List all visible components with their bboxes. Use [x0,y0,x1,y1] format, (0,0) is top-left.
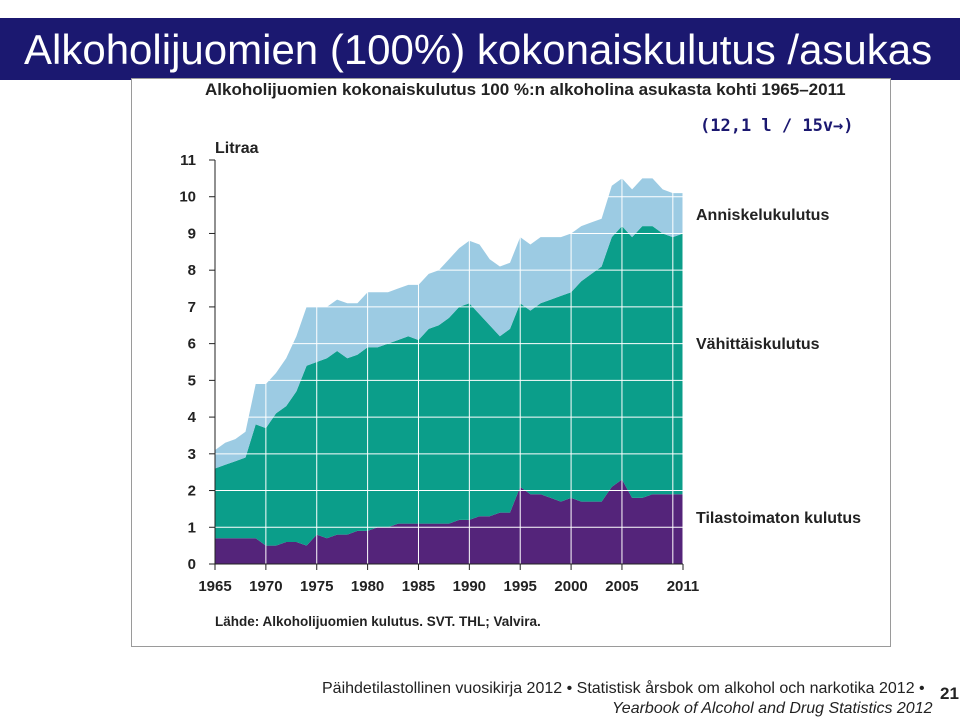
x-tick-label: 2000 [554,578,587,595]
slide-title-bar: Alkoholijuomien (100%) kokonaiskulutus /… [0,18,960,80]
x-tick-label: 1980 [351,578,384,595]
y-tick-label: 4 [188,409,197,426]
slide-title: Alkoholijuomien (100%) kokonaiskulutus /… [24,26,933,73]
y-tick-label: 11 [180,152,196,169]
x-tick-label: 1970 [249,578,282,595]
series-label-tilastoimaton: Tilastoimaton kulutus [696,510,862,527]
y-tick-label: 0 [188,556,196,573]
page-number: 21 [940,684,959,703]
y-tick-label: 8 [188,262,196,279]
footer-yearbook-fi-sv: Päihdetilastollinen vuosikirja 2012 • St… [322,680,925,697]
y-tick-label: 5 [188,372,196,389]
series-label-vahittais: Vähittäiskulutus [696,336,820,353]
chart-source: Lähde: Alkoholijuomien kulutus. SVT. THL… [215,614,541,629]
x-tick-label: 2005 [605,578,638,595]
x-tick-label: 1975 [300,578,333,595]
y-tick-label: 2 [188,483,196,500]
slide-note: (12,1 l / 15v→) [700,116,854,136]
chart-title: Alkoholijuomien kokonaiskulutus 100 %:n … [205,80,846,99]
y-tick-label: 9 [188,225,196,242]
x-tick-label: 2011 [667,578,700,595]
y-tick-label: 7 [188,299,196,316]
area-series-1 [215,226,683,546]
y-tick-label: 6 [188,336,196,353]
series-label-anniskelu: Anniskelukulutus [696,207,830,224]
footer-yearbook-en: Yearbook of Alcohol and Drug Statistics … [612,700,933,717]
y-axis-label: Litraa [215,140,259,157]
x-tick-label: 1965 [198,578,231,595]
x-tick-label: 1995 [504,578,537,595]
y-tick-label: 3 [188,446,196,463]
x-tick-label: 1985 [402,578,435,595]
y-tick-label: 10 [179,189,196,206]
y-tick-label: 1 [188,519,196,536]
x-tick-label: 1990 [453,578,486,595]
area-series-2 [215,178,683,469]
area-series-0 [215,479,683,564]
